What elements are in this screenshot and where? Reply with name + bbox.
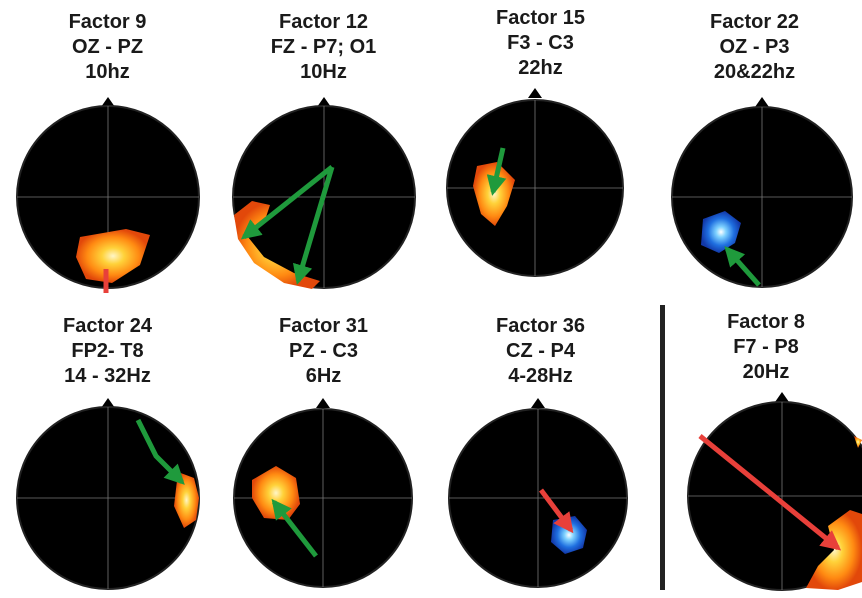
factor-frequency: 4-28Hz — [508, 365, 573, 387]
factor-panel-15: Factor 15 F3 - C3 22hz — [433, 0, 648, 298]
scalp-map — [446, 88, 624, 277]
factor-channels: F3 - C3 — [507, 32, 574, 54]
factor-panel-22: Factor 22 OZ - P3 20&22hz — [647, 0, 862, 298]
factor-frequency: 14 - 32Hz — [64, 365, 151, 387]
arrow — [135, 418, 185, 485]
factor-frequency: 10Hz — [300, 61, 347, 83]
scalp-map — [16, 97, 200, 293]
arrow — [240, 165, 334, 240]
factor-channels: CZ - P4 — [506, 340, 575, 362]
arrow — [486, 147, 507, 196]
factor-channels: F7 - P8 — [733, 336, 799, 358]
factor-frequency: 10hz — [85, 61, 130, 83]
panel-divider — [660, 305, 665, 590]
factor-title: Factor 15 — [496, 7, 585, 29]
arrow — [539, 488, 574, 534]
factor-title: Factor 36 — [496, 315, 585, 337]
factor-frequency: 20&22hz — [713, 61, 796, 83]
factor-frequency: 20Hz — [742, 361, 790, 383]
scalp-map — [448, 398, 628, 588]
activation-blob — [174, 472, 199, 528]
factor-title: Factor 24 — [63, 315, 152, 337]
factor-frequency: 22hz — [518, 57, 563, 79]
factor-panel-24: Factor 24 FP2- T8 14 - 32Hz — [0, 300, 215, 598]
factor-panel-36: Factor 36 CZ - P4 4-28Hz — [433, 300, 648, 598]
factor-channels: PZ - C3 — [289, 340, 358, 362]
factor-channels: FZ - P7; O1 — [270, 36, 377, 58]
scalp-map — [671, 97, 853, 288]
factor-title: Factor 31 — [279, 315, 368, 337]
scalp-map — [16, 398, 200, 590]
arrow — [292, 166, 335, 285]
factor-title: Factor 12 — [279, 11, 368, 33]
factor-panel-12: Factor 12 FZ - P7; O1 10Hz — [216, 0, 431, 298]
activation-blob — [76, 229, 150, 283]
factor-panel-8: Factor 8 F7 - P8 20Hz — [670, 300, 862, 598]
arrow — [724, 246, 761, 287]
activation-blob — [701, 211, 741, 253]
factor-panel-31: Factor 31 PZ - C3 6Hz — [216, 300, 431, 598]
scalp-map — [233, 398, 413, 588]
arrow — [698, 434, 842, 551]
activation-blob — [854, 436, 862, 448]
scalp-map — [687, 392, 862, 591]
factor-panel-9: Factor 9 OZ - PZ 10hz — [0, 0, 215, 298]
scalp-map — [232, 97, 416, 289]
factor-title: Factor 22 — [710, 11, 799, 33]
factor-channels: OZ - P3 — [719, 36, 790, 58]
factor-channels: OZ - PZ — [71, 36, 144, 58]
factor-title: Factor 9 — [68, 11, 147, 33]
factor-frequency: 6Hz — [305, 365, 342, 387]
factor-channels: FP2- T8 — [71, 340, 144, 362]
arrow — [271, 498, 318, 558]
factor-title: Factor 8 — [727, 311, 805, 333]
